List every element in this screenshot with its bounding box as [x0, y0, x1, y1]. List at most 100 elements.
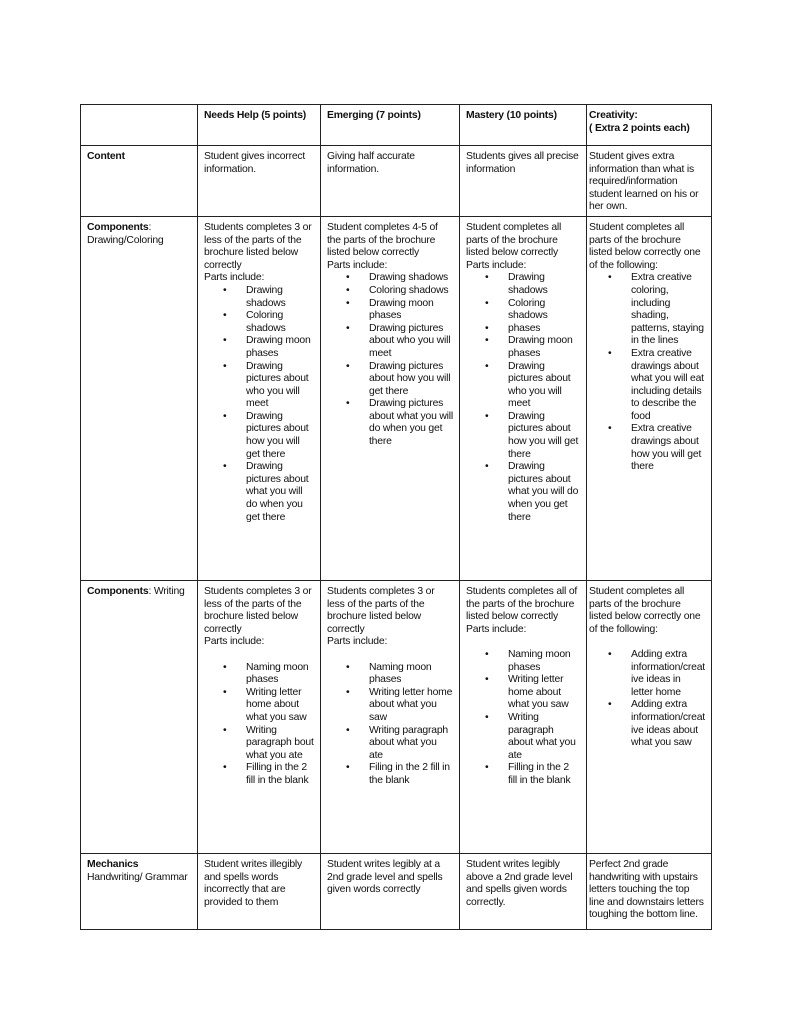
list-item: phases: [485, 323, 580, 336]
list-item: Drawing pictures about who you will meet: [485, 361, 580, 411]
list-item: Adding extra information/creative ideas …: [608, 699, 705, 749]
parts-list: Extra creative coloring, including shadi…: [589, 272, 705, 474]
rubric-row: Components: Writing Students completes 3 …: [80, 579, 712, 854]
list-item: Coloring shadows: [485, 298, 580, 323]
score-cell: Student completes 4-5 of the parts of th…: [320, 215, 460, 581]
criterion-detail: Handwriting/ Grammar: [87, 871, 188, 883]
score-cell: Giving half accurate information.: [320, 145, 460, 217]
list-item: Drawing moon phases: [223, 335, 314, 360]
header-label: Mastery (10 points): [466, 110, 557, 121]
score-cell: Perfect 2nd grade handwriting with upsta…: [586, 852, 712, 930]
header-label: Needs Help (5 points): [204, 110, 307, 121]
cell-text: Student writes illegibly and spells word…: [204, 858, 303, 908]
list-item: Drawing shadows: [346, 272, 453, 285]
score-cell: Students completes all of the parts of t…: [459, 579, 587, 854]
cell-text: Students gives all precise information: [466, 151, 579, 175]
list-item: Drawing shadows: [223, 285, 314, 310]
score-cell: Student completes all parts of the broch…: [459, 215, 587, 581]
list-item: Drawing pictures about who you will meet: [346, 323, 453, 361]
header-cell: [80, 104, 198, 146]
cell-text: Student completes all parts of the broch…: [589, 221, 701, 271]
score-cell: Student writes legibly above a 2nd grade…: [459, 852, 587, 930]
cell-text: Students completes 3 or less of the part…: [204, 585, 312, 648]
cell-text: Students completes all of the parts of t…: [466, 585, 578, 635]
rubric-row: Content Student gives incorrect informati…: [80, 145, 712, 217]
header-row: Needs Help (5 points) Emerging (7 points)…: [80, 104, 712, 146]
list-item: Extra creative drawings about how you wi…: [608, 423, 705, 473]
cell-text: Student gives incorrect information.: [204, 151, 306, 175]
parts-list: Naming moon phasesWriting letter home ab…: [204, 662, 314, 788]
list-item: Drawing pictures about how you will get …: [485, 411, 580, 461]
cell-text: Student writes legibly above a 2nd grade…: [466, 858, 573, 908]
cell-text: Student completes 4-5 of the parts of th…: [327, 221, 438, 271]
criterion-detail: : Drawing/Coloring: [87, 221, 164, 246]
score-cell: Students completes 3 or less of the part…: [320, 579, 460, 854]
list-item: Naming moon phases: [346, 662, 453, 687]
score-cell: Student gives incorrect information.: [197, 145, 321, 217]
list-item: Adding extra information/creative ideas …: [608, 649, 705, 699]
list-item: Writing letter home about what you saw: [485, 674, 580, 712]
score-cell: Student completes all parts of the broch…: [586, 215, 712, 581]
header-cell: Needs Help (5 points): [197, 104, 321, 146]
spacer: [204, 649, 314, 662]
criterion-name: Content: [87, 151, 125, 162]
spacer: [466, 636, 580, 649]
criterion-cell: Content: [80, 145, 198, 217]
list-item: Drawing pictures about what you will do …: [346, 398, 453, 448]
list-item: Writing letter home about what you saw: [346, 687, 453, 725]
cell-text: Student completes all parts of the broch…: [466, 221, 562, 271]
criterion-name: Components: [87, 585, 149, 597]
parts-list: Adding extra information/creative ideas …: [589, 649, 705, 750]
parts-list: Drawing shadowsColoring shadowsDrawing m…: [204, 285, 314, 524]
cell-text: Giving half accurate information.: [327, 151, 415, 175]
parts-list: Naming moon phasesWriting letter home ab…: [466, 649, 580, 788]
score-cell: Students completes 3 or less of the part…: [197, 215, 321, 581]
list-item: Filing in the 2 fill in the blank: [346, 762, 453, 787]
list-item: Naming moon phases: [223, 662, 314, 687]
list-item: Coloring shadows: [346, 285, 453, 298]
criterion-cell: Components: Drawing/Coloring: [80, 215, 198, 581]
rubric-row: Components: Drawing/Coloring Students com…: [80, 215, 712, 581]
score-cell: Student completes all parts of the broch…: [586, 579, 712, 854]
list-item: Drawing pictures about what you will do …: [485, 461, 580, 524]
rubric-row: Mechanics Handwriting/ Grammar Student wr…: [80, 852, 712, 930]
cell-text: Student gives extra information than wha…: [589, 151, 699, 213]
header-label: Creativity: ( Extra 2 points each): [589, 110, 690, 134]
list-item: Extra creative drawings about what you w…: [608, 348, 705, 424]
spacer: [589, 636, 705, 649]
criterion-name: Components: [87, 221, 149, 233]
list-item: Drawing pictures about what you will do …: [223, 461, 314, 524]
list-item: Coloring shadows: [223, 310, 314, 335]
list-item: Drawing pictures about who you will meet: [223, 361, 314, 411]
score-cell: Student gives extra information than wha…: [586, 145, 712, 217]
list-item: Writing paragraph about what you ate: [485, 712, 580, 762]
header-label: Emerging (7 points): [327, 110, 421, 121]
score-cell: Student writes illegibly and spells word…: [197, 852, 321, 930]
list-item: Filling in the 2 fill in the blank: [485, 762, 580, 787]
header-cell: Mastery (10 points): [459, 104, 587, 146]
list-item: Writing letter home about what you saw: [223, 687, 314, 725]
parts-list: Naming moon phasesWriting letter home ab…: [327, 662, 453, 788]
list-item: Drawing moon phases: [346, 298, 453, 323]
criterion-name: Mechanics: [87, 858, 139, 870]
header-cell: Emerging (7 points): [320, 104, 460, 146]
cell-text: Students completes 3 or less of the part…: [204, 221, 312, 284]
score-cell: Students gives all precise information: [459, 145, 587, 217]
score-cell: Student writes legibly at a 2nd grade le…: [320, 852, 460, 930]
criterion-cell: Components: Writing: [80, 579, 198, 854]
cell-text: Perfect 2nd grade handwriting with upsta…: [589, 858, 704, 921]
header-cell: Creativity: ( Extra 2 points each): [586, 104, 712, 146]
list-item: Drawing pictures about how you will get …: [346, 361, 453, 399]
criterion-cell: Mechanics Handwriting/ Grammar: [80, 852, 198, 930]
criterion-detail: : Writing: [148, 585, 185, 597]
list-item: Writing paragraph about what you ate: [346, 725, 453, 763]
parts-list: Drawing shadowsColoring shadowsphases Dra…: [466, 272, 580, 524]
list-item: Drawing pictures about how you will get …: [223, 411, 314, 461]
list-item: Drawing shadows: [485, 272, 580, 297]
list-item: Writing paragraph bout what you ate: [223, 725, 314, 763]
score-cell: Students completes 3 or less of the part…: [197, 579, 321, 854]
list-item: Naming moon phases: [485, 649, 580, 674]
parts-list: Drawing shadowsColoring shadowsDrawing m…: [327, 272, 453, 448]
rubric-table: Needs Help (5 points) Emerging (7 points)…: [80, 104, 712, 930]
list-item: Filling in the 2 fill in the blank: [223, 762, 314, 787]
